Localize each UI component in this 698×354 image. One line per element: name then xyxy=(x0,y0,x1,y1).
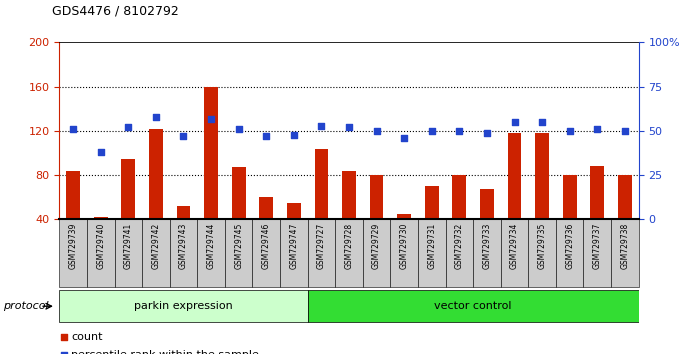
FancyBboxPatch shape xyxy=(142,219,170,287)
Bar xyxy=(315,149,328,219)
Point xyxy=(619,128,630,134)
Bar xyxy=(370,175,383,219)
Point xyxy=(592,126,603,132)
Text: parkin expression: parkin expression xyxy=(134,301,233,311)
Point xyxy=(58,352,69,354)
Point xyxy=(260,133,272,139)
Point xyxy=(482,130,493,136)
Bar xyxy=(205,87,218,219)
Point xyxy=(343,125,355,130)
Bar xyxy=(260,198,273,219)
FancyBboxPatch shape xyxy=(584,219,611,287)
Point xyxy=(150,114,161,120)
FancyBboxPatch shape xyxy=(556,219,584,287)
Point xyxy=(537,119,548,125)
FancyBboxPatch shape xyxy=(308,290,639,322)
Text: GSM729735: GSM729735 xyxy=(537,223,547,269)
Text: protocol: protocol xyxy=(3,301,49,311)
Text: GSM729743: GSM729743 xyxy=(179,223,188,269)
Bar xyxy=(232,167,246,219)
Point xyxy=(58,335,69,340)
Bar xyxy=(121,159,135,219)
Text: GSM729745: GSM729745 xyxy=(234,223,243,269)
Bar xyxy=(66,171,80,219)
Text: GSM729733: GSM729733 xyxy=(482,223,491,269)
Bar xyxy=(507,133,521,219)
Bar xyxy=(287,203,301,219)
Point xyxy=(509,119,520,125)
Bar xyxy=(342,171,356,219)
Text: GSM729742: GSM729742 xyxy=(151,223,161,269)
FancyBboxPatch shape xyxy=(280,219,308,287)
Point xyxy=(233,126,244,132)
Point xyxy=(426,128,438,134)
Text: GSM729731: GSM729731 xyxy=(427,223,436,269)
FancyBboxPatch shape xyxy=(59,290,308,322)
Point xyxy=(123,125,134,130)
FancyBboxPatch shape xyxy=(363,219,390,287)
Point xyxy=(454,128,465,134)
Bar xyxy=(177,206,191,219)
Text: GSM729732: GSM729732 xyxy=(455,223,464,269)
FancyBboxPatch shape xyxy=(500,219,528,287)
FancyBboxPatch shape xyxy=(308,219,335,287)
Bar xyxy=(149,129,163,219)
Text: GSM729736: GSM729736 xyxy=(565,223,574,269)
Text: GSM729737: GSM729737 xyxy=(593,223,602,269)
Text: GSM729729: GSM729729 xyxy=(372,223,381,269)
FancyBboxPatch shape xyxy=(170,219,198,287)
Text: GSM729744: GSM729744 xyxy=(207,223,216,269)
Point xyxy=(288,132,299,137)
Bar xyxy=(563,175,577,219)
Text: GSM729739: GSM729739 xyxy=(68,223,77,269)
Text: GSM729730: GSM729730 xyxy=(400,223,408,269)
FancyBboxPatch shape xyxy=(418,219,445,287)
FancyBboxPatch shape xyxy=(473,219,500,287)
Bar xyxy=(591,166,604,219)
FancyBboxPatch shape xyxy=(87,219,114,287)
Text: GSM729747: GSM729747 xyxy=(290,223,298,269)
Bar xyxy=(452,175,466,219)
FancyBboxPatch shape xyxy=(59,219,87,287)
Point xyxy=(399,135,410,141)
FancyBboxPatch shape xyxy=(528,219,556,287)
FancyBboxPatch shape xyxy=(253,219,280,287)
Point xyxy=(205,116,216,121)
Point xyxy=(95,149,106,155)
Text: GDS4476 / 8102792: GDS4476 / 8102792 xyxy=(52,5,179,18)
Text: GSM729740: GSM729740 xyxy=(96,223,105,269)
FancyBboxPatch shape xyxy=(225,219,253,287)
Point xyxy=(178,133,189,139)
Text: GSM729738: GSM729738 xyxy=(621,223,630,269)
Text: vector control: vector control xyxy=(434,301,512,311)
Text: GSM729741: GSM729741 xyxy=(124,223,133,269)
FancyBboxPatch shape xyxy=(198,219,225,287)
Text: count: count xyxy=(71,332,103,342)
Text: GSM729734: GSM729734 xyxy=(510,223,519,269)
FancyBboxPatch shape xyxy=(445,219,473,287)
Text: GSM729728: GSM729728 xyxy=(345,223,353,269)
Bar xyxy=(535,133,549,219)
FancyBboxPatch shape xyxy=(611,219,639,287)
FancyBboxPatch shape xyxy=(335,219,363,287)
Bar xyxy=(94,217,107,219)
Point xyxy=(371,128,383,134)
Bar xyxy=(480,188,493,219)
Text: percentile rank within the sample: percentile rank within the sample xyxy=(71,350,259,354)
Text: GSM729746: GSM729746 xyxy=(262,223,271,269)
Point xyxy=(564,128,575,134)
Text: GSM729727: GSM729727 xyxy=(317,223,326,269)
Bar xyxy=(397,214,411,219)
FancyBboxPatch shape xyxy=(390,219,418,287)
FancyBboxPatch shape xyxy=(114,219,142,287)
Point xyxy=(315,123,327,129)
Bar xyxy=(425,186,438,219)
Point xyxy=(68,126,79,132)
Bar xyxy=(618,175,632,219)
